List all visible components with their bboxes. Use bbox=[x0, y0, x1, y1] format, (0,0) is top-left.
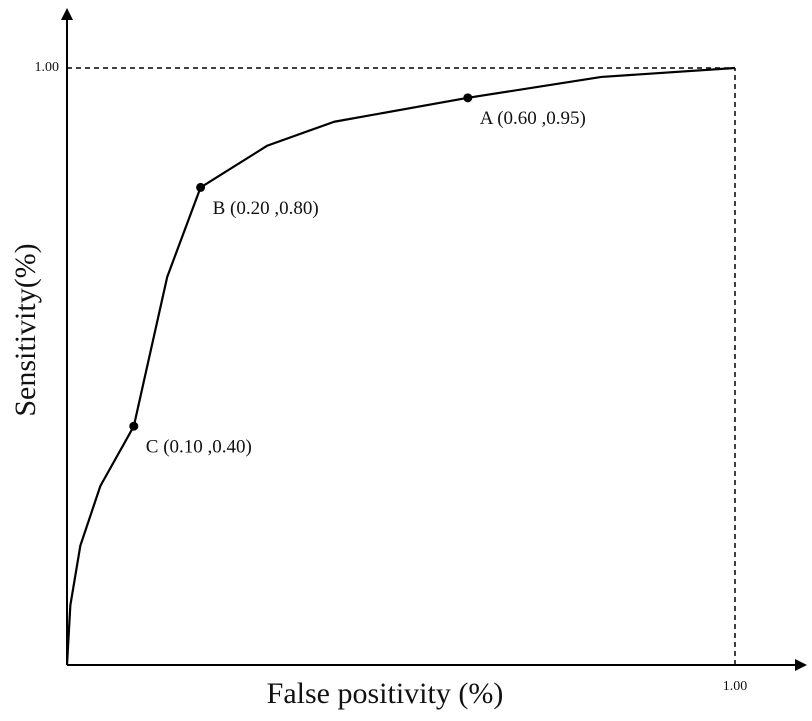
point-label: B (0.20 ,0.80) bbox=[213, 198, 319, 219]
y-axis-title: Sensitivity(%) bbox=[9, 243, 42, 416]
y-tick-label: 1.00 bbox=[35, 60, 60, 75]
x-tick-label: 1.00 bbox=[723, 679, 748, 694]
point bbox=[129, 421, 139, 431]
point bbox=[463, 93, 473, 103]
x-axis-title: False positivity (%) bbox=[267, 677, 504, 710]
roc-curve bbox=[65, 66, 736, 666]
point-label: C (0.10 ,0.40) bbox=[146, 437, 252, 458]
point-label: A (0.60 ,0.95) bbox=[480, 108, 586, 129]
point bbox=[196, 182, 206, 192]
